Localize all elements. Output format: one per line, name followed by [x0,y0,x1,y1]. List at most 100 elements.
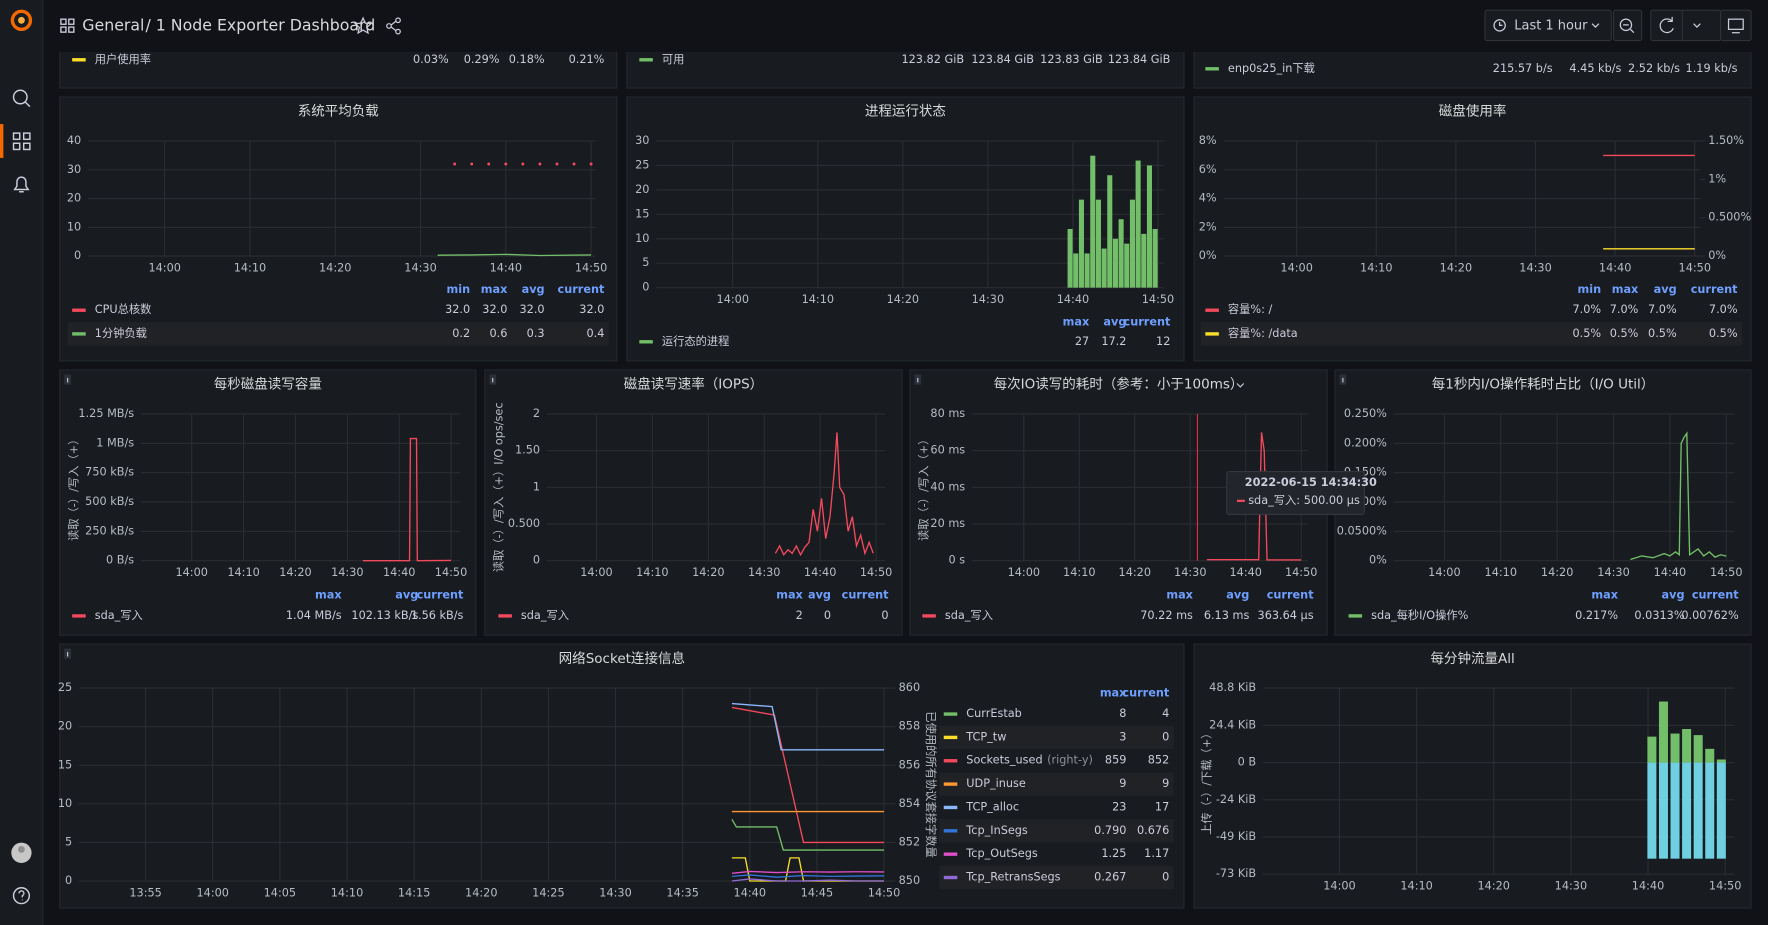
help-icon[interactable] [12,887,31,905]
legend-header: max [1100,687,1127,700]
legend-swatch [1348,614,1363,618]
legend-value: 9 [1162,777,1169,790]
grafana-logo[interactable] [10,9,33,32]
point [487,162,491,166]
share-button[interactable] [386,17,401,35]
bar [1658,701,1668,763]
x-tick-label: 14:20 [279,566,311,579]
y2-tick-label: 0.500% [1708,211,1751,224]
user-avatar[interactable] [11,842,32,863]
top-bar-bg [42,0,1768,52]
y-tick-label: 0.250% [1344,407,1387,420]
x-tick-label: 14:30 [1174,566,1206,579]
x-tick-label: 14:20 [692,566,724,579]
legend-swatch [1205,332,1219,336]
panels: 用户使用率 0.03% 0.29% 0.18% 0.21% 可用 123.82 GiB 123… [58,33,1752,909]
legend-value: 0 [881,609,888,622]
x-tick-label: 14:20 [319,261,351,274]
avatar-head [18,846,25,853]
legend-value: 0 [824,609,831,622]
x-tick-label: 14:30 [599,886,631,899]
point [538,162,542,166]
panel-menu-chevron [1236,383,1245,388]
y-tick-label: 20 [67,192,81,205]
legend-value: 123.84 GiB [1108,53,1171,66]
x-tick-label: 13:55 [129,886,161,899]
folder-link[interactable]: General [82,15,144,34]
legend-value: 123.83 GiB [1040,53,1103,66]
refresh-button[interactable] [1650,9,1722,42]
x-tick-label: 14:40 [1632,880,1664,893]
alerting-icon[interactable] [13,176,30,193]
y-axis-label: 读取（-）/写入（+） [917,434,931,541]
legend-value: 2.52 kb/s [1628,62,1680,75]
y-tick-label: 30 [67,163,81,176]
legend-value: 0.6 [489,327,507,340]
tooltip-value: 500.00 μs [1304,494,1360,507]
series-line [731,706,885,844]
x-tick-label: 14:00 [175,566,207,579]
bar [1705,762,1715,859]
y2-tick-label: 858 [899,720,921,733]
legend-value: 0.217% [1575,609,1618,622]
refresh-icon [1659,16,1674,34]
grafana-logo-core [18,16,25,24]
y-tick-label: 10 [58,797,72,810]
y-tick-label: 15 [635,207,649,220]
x-tick-label: 14:10 [1063,566,1095,579]
point [453,162,457,166]
chevron [1591,23,1600,28]
legend-name: CurrEstab [966,707,1022,720]
legend-header: avg [808,589,831,602]
legend-value: 4.45 kb/s [1569,62,1621,75]
panel-title: 每秒磁盘读写容量 [214,376,322,393]
legend-swatch [72,58,86,62]
search-icon[interactable] [12,89,28,105]
y-tick-label: 25 [635,158,649,171]
y-axis-label: 读取（-）/写入（+）I/O ops/sec [492,402,506,572]
time-picker[interactable] [1484,9,1612,42]
y-tick-label: 0 [533,554,540,567]
clock-icon [1493,19,1506,32]
legend-value: 32.0 [482,303,507,316]
series-line [731,878,885,882]
refresh-interval-chevron[interactable] [1693,23,1701,28]
legend-name: 1分钟负载 [95,326,147,340]
time-range[interactable]: Last 1 hour [1514,18,1588,33]
tv-mode-button[interactable] [1720,9,1752,42]
y-tick-label: 20 [635,183,649,196]
bar [1682,728,1692,763]
legend-value: 7.0% [1709,303,1738,316]
x-tick-label: 14:00 [148,261,180,274]
y-tick-label: 0% [1199,249,1217,262]
bar [1090,155,1096,288]
bar [1693,762,1703,859]
legend-value: 852 [1148,754,1170,767]
legend-name: sda_写入 [95,609,143,622]
bar [1670,733,1680,763]
y-tick-label: 0 [74,249,81,262]
legend-header: min [1578,283,1602,296]
legend-header: current [1691,283,1738,296]
legend-value: 27 [1075,335,1089,348]
legend-row-bg [939,865,1174,890]
dashboards-menu-icon[interactable] [12,132,31,151]
bar [1146,165,1152,288]
y-tick-label: 500 kB/s [85,495,134,508]
legend-value: 12 [1156,335,1170,348]
legend-value: 123.82 GiB [901,53,964,66]
legend-name: TCP_alloc [965,800,1019,813]
dashboard-title[interactable]: / 1 Node Exporter Dashboard [145,15,375,34]
star-button[interactable] [353,16,373,35]
x-tick-label: 14:10 [227,566,259,579]
y-tick-label: 48.8 KiB [1209,681,1256,694]
legend-value: 7.0% [1573,303,1602,316]
y-tick-label: 1 MB/s [96,436,134,449]
zoom-icon-lines [1623,24,1635,34]
point [504,162,508,166]
bar [1129,199,1135,288]
bar [1716,759,1726,763]
legend-note: (right-y) [1047,754,1093,767]
bar [1647,762,1657,859]
legend-name: CPU总核数 [95,302,152,316]
